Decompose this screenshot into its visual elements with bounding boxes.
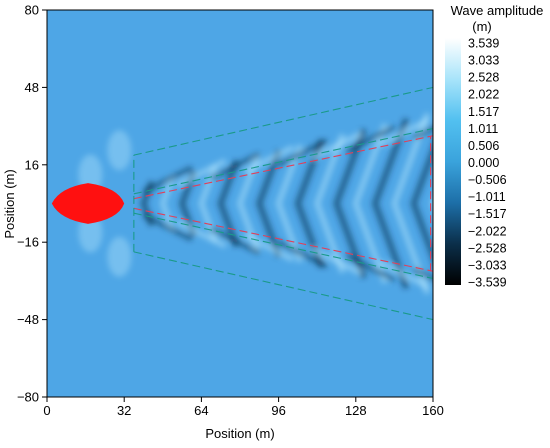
- wake-line: [133, 127, 433, 195]
- wave-crest: [410, 142, 433, 265]
- plot-area: [46, 9, 434, 398]
- colorbar-tick-label: −1.011: [468, 190, 506, 204]
- wave-streak: [345, 253, 396, 283]
- colorbar-tick-label: 1.517: [468, 105, 499, 119]
- wave-streak: [209, 151, 261, 181]
- y-axis: 80 48 16 −16 −48 −80: [17, 3, 47, 405]
- wave-streak: [142, 165, 193, 195]
- wake-line: [133, 207, 433, 272]
- wave-streak: [176, 158, 227, 188]
- wave-crest: [217, 159, 240, 248]
- wave-crest: [371, 117, 410, 290]
- wave-crest: [391, 112, 431, 295]
- wake-line: [133, 135, 433, 200]
- wave-crest: [333, 128, 367, 279]
- x-axis: 0 32 64 96 128 160: [43, 397, 444, 418]
- y-tick-label: −80: [17, 390, 39, 405]
- wave-crest: [256, 149, 282, 258]
- wave-streak: [142, 212, 193, 242]
- y-tick-label: −48: [17, 312, 39, 327]
- vessel-layer: [51, 183, 125, 224]
- wake-lines: [133, 86, 433, 321]
- colorbar-tick-label: 2.528: [468, 71, 499, 85]
- wave-streak: [345, 124, 396, 154]
- colorbar-tick-label: 3.539: [468, 37, 499, 51]
- colorbar-tick-label: −0.506: [468, 173, 507, 187]
- wave-crest: [198, 164, 219, 243]
- y-tick-label: 16: [25, 157, 39, 172]
- vessel-hull: [51, 183, 125, 224]
- colorbar-unit: (m): [472, 19, 492, 34]
- colorbar-tick-label: −3.539: [468, 276, 507, 290]
- y-tick-label: 80: [25, 3, 39, 18]
- wave-crest: [314, 133, 346, 274]
- wake-line: [133, 251, 433, 321]
- colorbar-ticks: 3.539 3.033 2.528 2.022 1.517 1.011 0.506 0.000…: [468, 37, 507, 290]
- colorbar-title: Wave amplitude: [451, 3, 544, 18]
- colorbar-tick-label: 3.033: [468, 54, 499, 68]
- bow-wave: [107, 236, 132, 277]
- x-tick-label: 32: [117, 403, 131, 418]
- colorbar-tick-label: 0.000: [468, 156, 499, 170]
- wave-streak: [378, 260, 430, 289]
- colorbar-tick-label: −1.517: [468, 207, 507, 221]
- colorbar-tick-label: −2.022: [468, 224, 507, 238]
- colorbar: Wave amplitude (m) 3.539 3.033 2.528 2.022 1…: [445, 3, 543, 290]
- colorbar-gradient: [445, 38, 461, 285]
- wave-streak: [412, 267, 433, 282]
- wake-line: [133, 86, 433, 156]
- wave-crest: [159, 175, 176, 232]
- wave-streak: [176, 219, 227, 249]
- wave-crest: [352, 123, 389, 284]
- wave-crest: [236, 154, 261, 253]
- wave-streak: [311, 131, 362, 161]
- wave-streak: [209, 226, 261, 256]
- y-axis-label: Position (m): [2, 169, 17, 238]
- y-tick-label: −16: [17, 235, 39, 250]
- wave-streak: [412, 125, 433, 140]
- wake-line: [133, 212, 433, 280]
- x-tick-label: 96: [271, 403, 285, 418]
- wave-crest: [275, 143, 304, 264]
- bow-wave: [107, 130, 132, 171]
- x-tick-label: 128: [345, 403, 367, 418]
- x-tick-label: 0: [43, 403, 50, 418]
- colorbar-tick-label: 2.022: [468, 88, 499, 102]
- wave-streak: [378, 118, 430, 147]
- plot-frame: [46, 9, 434, 398]
- colorbar-tick-label: −3.033: [468, 258, 507, 272]
- y-tick-label: 48: [25, 80, 39, 95]
- wave-streak: [311, 246, 362, 276]
- wave-crest: [178, 170, 197, 237]
- x-tick-label: 64: [194, 403, 208, 418]
- colorbar-tick-label: −2.528: [468, 241, 507, 255]
- colorbar-tick-label: 1.011: [468, 122, 498, 136]
- x-tick-label: 160: [422, 403, 444, 418]
- colorbar-tick-label: 0.506: [468, 139, 499, 153]
- x-axis-label: Position (m): [205, 426, 274, 441]
